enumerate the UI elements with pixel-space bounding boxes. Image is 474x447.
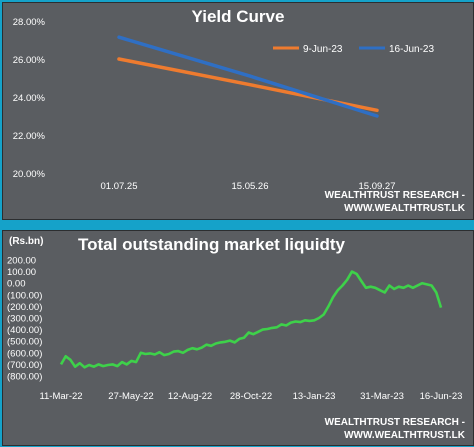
liquidity-line <box>59 270 443 369</box>
y-tick-label: 100.00 <box>7 267 36 278</box>
y-tick-label: (200.00) <box>7 302 42 313</box>
credit-text: WEALTHTRUST RESEARCH - WWW.WEALTHTRUST.L… <box>325 189 465 215</box>
x-tick-label: 01.07.25 <box>101 181 138 192</box>
y-tick-label: 22.00% <box>13 131 46 142</box>
y-tick-label: (700.00) <box>7 360 42 371</box>
y-tick-label: (800.00) <box>7 372 42 383</box>
liquidity-ylabel: (Rs.bn) <box>9 236 44 247</box>
x-tick-label: 12-Aug-22 <box>168 391 212 402</box>
credit-line1: WEALTHTRUST RESEARCH - <box>324 190 465 201</box>
x-tick-label: 31-Mar-23 <box>360 391 404 402</box>
x-tick-label: 15.05.26 <box>232 181 269 192</box>
legend-label-2: 16-Jun-23 <box>389 44 434 55</box>
liquidity-title: Total outstanding market liquidty <box>78 235 345 254</box>
liquidity-chart: 200.00100.000.00(100.00)(200.00)(300.00)… <box>7 256 463 403</box>
y-tick-label: (600.00) <box>7 348 42 359</box>
credit-line1-bottom: WEALTHTRUST RESEARCH - <box>324 417 465 428</box>
y-tick-label: 28.00% <box>13 17 46 28</box>
x-tick-label: 13-Jan-23 <box>293 391 336 402</box>
y-tick-label: 26.00% <box>13 55 46 66</box>
credit-line2: WWW.WEALTHTRUST.LK <box>344 203 465 214</box>
liquidity-panel: 200.00 100.00 0.00 (100.00) (200.00) (300.00)… <box>2 230 474 446</box>
x-tick-label: 16-Jun-23 <box>420 391 463 402</box>
yield-curve-chart: 20.00% 22.00% 24.00% 26.00% 28.00% 01.07.25 15… <box>13 17 435 192</box>
y-tick-label: 0.00 <box>7 279 26 290</box>
yield-curve-title: Yield Curve <box>191 7 285 26</box>
y-tick-label: (500.00) <box>7 337 42 348</box>
series-line-2 <box>117 35 379 118</box>
y-tick-label: (100.00) <box>7 290 42 301</box>
y-tick-label: 200.00 <box>7 256 36 267</box>
credit-line2-bottom: WWW.WEALTHTRUST.LK <box>344 430 465 441</box>
y-tick-label: (300.00) <box>7 314 42 325</box>
x-tick-label: 28-Oct-22 <box>230 391 272 402</box>
x-tick-label: 11-Mar-22 <box>39 391 82 402</box>
yield-curve-panel: 20.00% 22.00% 24.00% 26.00% 28.00% 01.07.25 15… <box>2 2 474 220</box>
x-tick-label: 27-May-22 <box>108 391 153 402</box>
y-tick-label: 24.00% <box>13 93 46 104</box>
y-tick-label: 20.00% <box>13 169 46 180</box>
credit-text-bottom: WEALTHTRUST RESEARCH - WWW.WEALTHTRUST.L… <box>325 416 465 442</box>
x-tick-label: 15.09.27 <box>359 181 396 192</box>
y-tick-label: (400.00) <box>7 325 42 336</box>
legend-label-1: 9-Jun-23 <box>303 44 343 55</box>
